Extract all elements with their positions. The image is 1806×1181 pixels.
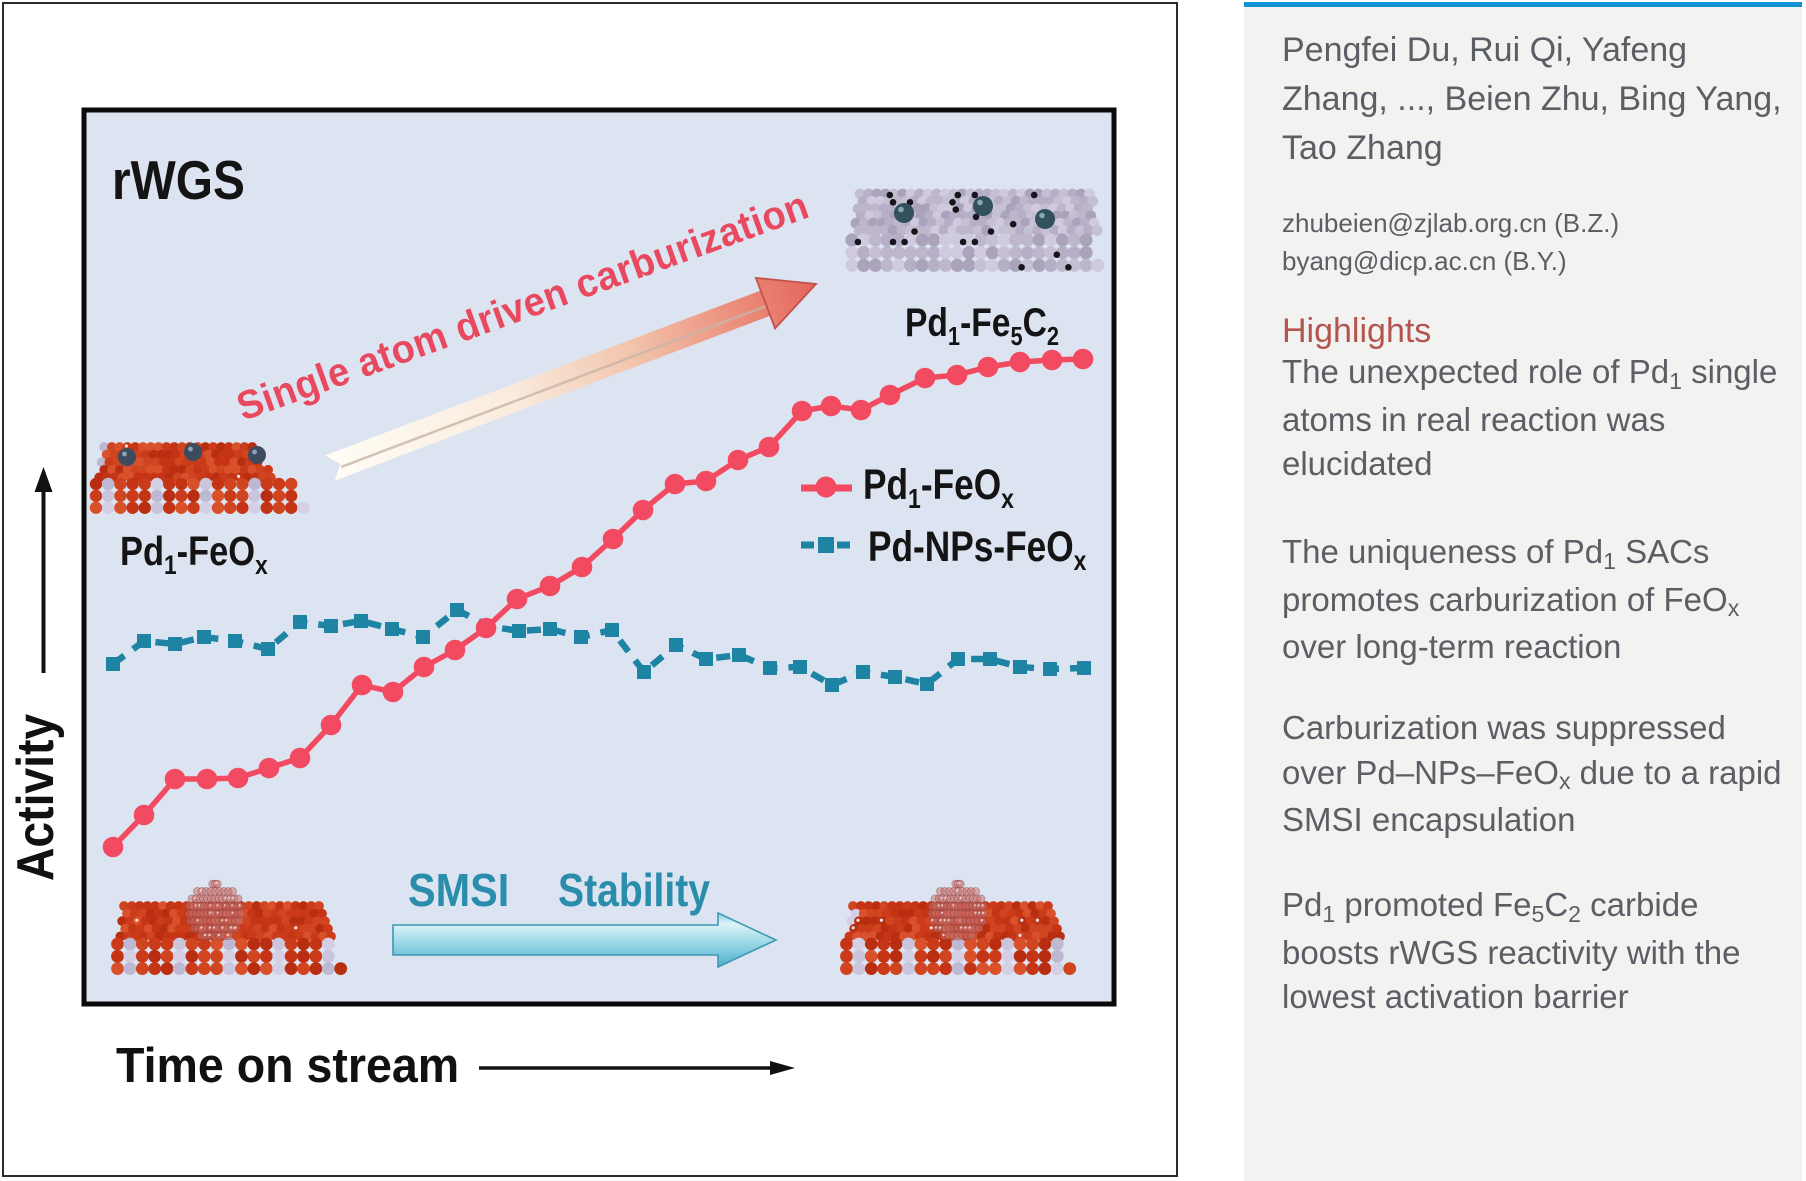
svg-text:Stability: Stability bbox=[558, 865, 710, 917]
svg-text:Pd1-FeOx: Pd1-FeOx bbox=[120, 529, 268, 580]
svg-text:Time on stream: Time on stream bbox=[116, 1039, 459, 1093]
svg-text:Pd1-FeOx: Pd1-FeOx bbox=[863, 461, 1015, 515]
svg-text:Pd1-Fe5C2: Pd1-Fe5C2 bbox=[905, 300, 1059, 351]
svg-text:Pd-NPs-FeOx: Pd-NPs-FeOx bbox=[868, 523, 1087, 577]
svg-text:rWGS: rWGS bbox=[112, 149, 245, 211]
svg-text:SMSI: SMSI bbox=[408, 865, 509, 917]
svg-text:Activity: Activity bbox=[7, 713, 65, 881]
